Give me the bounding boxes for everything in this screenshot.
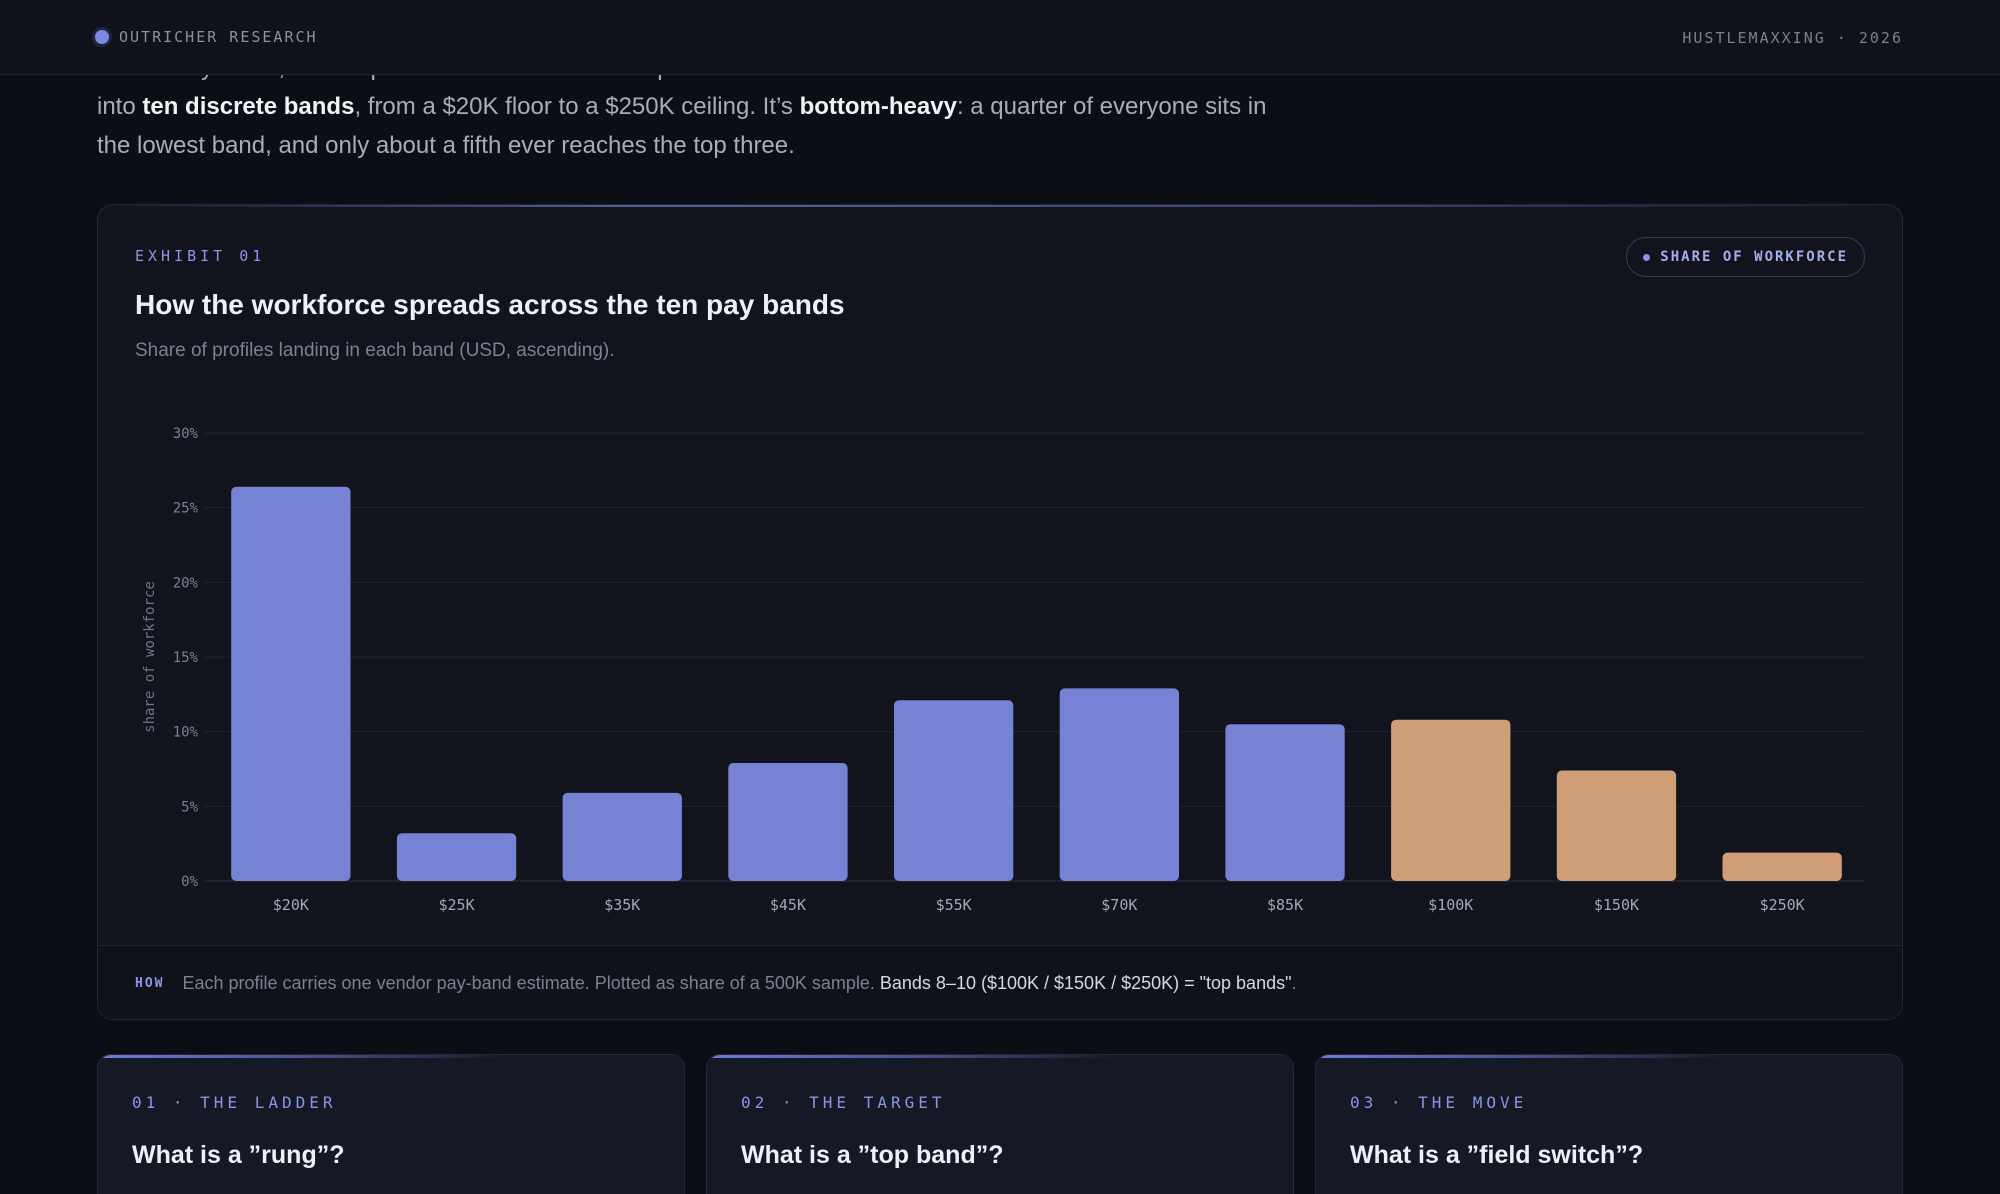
x-tick-label: $70K	[1101, 896, 1137, 914]
intro-text: into	[97, 93, 143, 120]
card-title: What is a ”top band”?	[741, 1141, 1004, 1169]
x-tick-label: $100K	[1428, 896, 1473, 914]
bar	[1722, 852, 1842, 881]
x-tick-label: $45K	[770, 896, 806, 914]
y-tick-label: 20%	[173, 575, 199, 591]
bar	[1225, 724, 1345, 881]
x-tick-label: $150K	[1594, 896, 1639, 914]
card-the-ladder[interactable]: 01 · THE LADDER What is a ”rung”?	[97, 1054, 685, 1194]
brand-name: OUTRICHER RESEARCH	[119, 28, 318, 46]
share-of-workforce-badge: SHARE OF WORKFORCE	[1626, 237, 1865, 277]
bar	[1391, 719, 1511, 881]
x-tick-label: $35K	[604, 896, 640, 914]
bar	[562, 792, 682, 881]
y-tick-label: 10%	[173, 725, 199, 741]
y-tick-label: 25%	[173, 501, 199, 517]
method-note: HOW Each profile carries one vendor pay-…	[98, 945, 1902, 1019]
top-bar: OUTRICHER RESEARCH HUSTLEMAXXING · 2026	[0, 0, 2000, 75]
intro-emphasis: bottom-heavy	[799, 93, 957, 120]
card-the-target[interactable]: 02 · THE TARGET What is a ”top band”?	[706, 1054, 1294, 1194]
note-text: Each profile carries one vendor pay-band…	[182, 973, 875, 993]
bar	[231, 486, 351, 881]
bar	[893, 700, 1014, 881]
bar	[1059, 688, 1180, 881]
intro-emphasis: ten discrete bands	[142, 93, 355, 120]
y-tick-label: 0%	[181, 874, 198, 890]
definition-cards: 01 · THE LADDER What is a ”rung”? 02 · T…	[97, 1054, 1903, 1194]
card-the-move[interactable]: 03 · THE MOVE What is a ”field switch”?	[1315, 1054, 1903, 1194]
exhibit-card: EXHIBIT 01 SHARE OF WORKFORCE How the wo…	[97, 204, 1903, 1020]
y-tick-label: 5%	[181, 799, 198, 815]
intro-text: : a quarter of everyone sits in	[956, 93, 1267, 120]
note-tag: HOW	[135, 976, 165, 991]
brand[interactable]: OUTRICHER RESEARCH	[95, 28, 318, 46]
bar	[728, 763, 848, 881]
card-title: What is a ”rung”?	[132, 1141, 345, 1169]
card-kicker: 03 · THE MOVE	[1350, 1093, 1528, 1112]
badge-dot-icon	[1643, 253, 1651, 261]
x-tick-label: $250K	[1760, 896, 1805, 914]
exhibit-kicker: EXHIBIT 01	[135, 247, 266, 265]
bar	[1556, 770, 1677, 881]
brand-dot-icon	[95, 30, 109, 44]
note-emphasis: Bands 8–10 ($100K / $150K / $250K) = "to…	[879, 973, 1292, 993]
card-kicker: 01 · THE LADDER	[132, 1093, 337, 1112]
y-tick-label: 30%	[173, 426, 199, 442]
card-kicker: 02 · THE TARGET	[741, 1093, 946, 1112]
x-tick-label: $20K	[273, 896, 309, 914]
badge-label: SHARE OF WORKFORCE	[1660, 249, 1848, 265]
chart-title: How the workforce spreads across the ten…	[135, 289, 845, 320]
card-title: What is a ”field switch”?	[1350, 1141, 1644, 1169]
issue-label: HUSTLEMAXXING · 2026	[1682, 29, 1903, 47]
x-tick-label: $55K	[936, 896, 972, 914]
x-tick-label: $25K	[438, 896, 474, 914]
note-end: .	[1291, 973, 1297, 993]
intro-text: , from a $20K floor to a $250K ceiling. …	[354, 93, 800, 120]
x-tick-label: $85K	[1267, 896, 1303, 914]
bar-chart: 0% 5% 10% 15% 20% 25% 30% share of workforce $20…	[142, 426, 1865, 914]
y-tick-label: 15%	[173, 650, 199, 666]
bar	[396, 833, 517, 881]
intro-line-2: into ten discrete bands, from a $20K flo…	[97, 87, 1277, 126]
intro-line-3: the lowest band, and only about a fifth …	[97, 132, 795, 159]
chart-subtitle: Share of profiles landing in each band (…	[135, 340, 615, 361]
y-axis-label: share of workforce	[142, 581, 158, 733]
